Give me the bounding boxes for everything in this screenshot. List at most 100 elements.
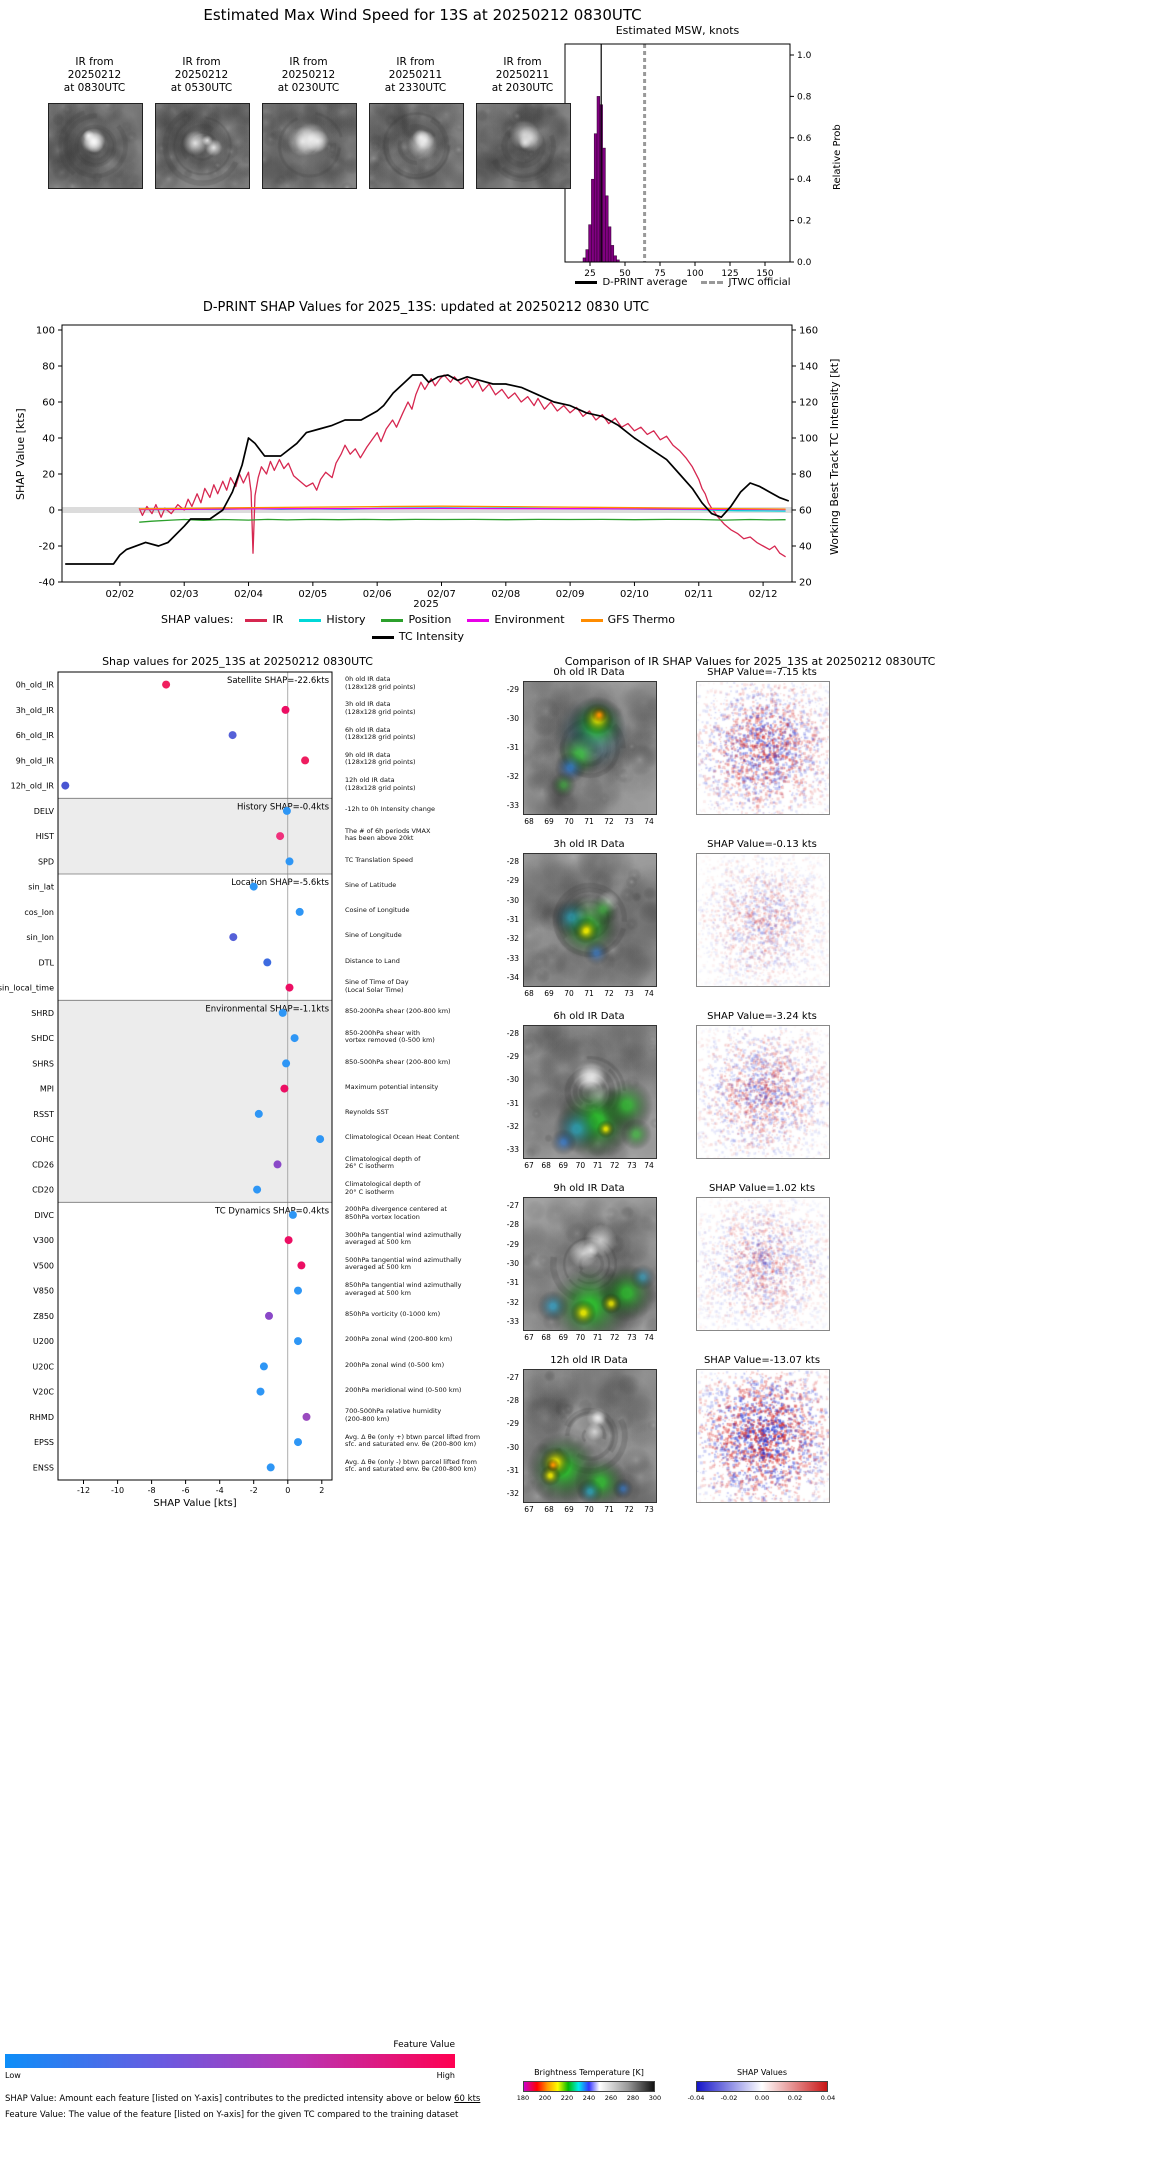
- feature-name-label: CD26: [32, 1160, 54, 1169]
- feature-shap-dot: [229, 933, 238, 942]
- ir-map-image: [523, 1369, 657, 1503]
- feature-name-label: SPD: [38, 857, 54, 866]
- feature-name-label: Z850: [33, 1312, 54, 1321]
- feature-name-label: SHDC: [31, 1034, 54, 1043]
- timeseries-legend: SHAP values: IR History Position Environment…: [60, 613, 792, 643]
- histogram-bar: [599, 104, 603, 263]
- histogram-ytick-label: 1.0: [797, 51, 812, 61]
- feature-description: 12h old IR data (128x128 grid points): [345, 776, 416, 792]
- lat-tick-label: -33: [506, 1317, 519, 1326]
- timeseries-ytick-right-label: 160: [799, 326, 818, 337]
- shap-map-image: [696, 853, 830, 987]
- lat-tick-label: -32: [506, 934, 519, 944]
- msw-title: Estimated Max Wind Speed for 13S at 2025…: [203, 6, 642, 24]
- lat-tick-label: -31: [506, 1465, 519, 1475]
- feature-description: 0h old IR data (128x128 grid points): [345, 675, 416, 691]
- feature-name-label: cos_lon: [24, 908, 54, 917]
- histogram-ytick-label: 0.4: [797, 175, 812, 185]
- feature-shap-dot: [294, 1337, 302, 1346]
- histogram-ytick-label: 0.6: [797, 134, 812, 144]
- lat-tick-label: -28: [506, 1029, 519, 1038]
- feature-description: -12h to 0h Intensity change: [345, 805, 435, 814]
- lat-tick-label: -30: [506, 714, 519, 723]
- feature-shap-dot: [259, 1362, 268, 1371]
- feature-shap-dot: [316, 1135, 325, 1144]
- ir-thumbnail-label: IR from 20250212 at 0530UTC: [170, 56, 233, 94]
- shap-frame: [57, 671, 333, 1481]
- histogram-bar: [605, 195, 609, 263]
- timeseries-xlabel: 2025: [413, 599, 439, 610]
- timeseries-ytick-left-label: -40: [39, 578, 55, 589]
- histogram-ytick-label: 0.0: [797, 258, 812, 268]
- lon-tick-label: 73: [627, 1161, 637, 1170]
- feature-description: 200hPa meridional wind (0-500 km): [345, 1385, 462, 1394]
- lon-tick-label: 72: [624, 1505, 634, 1514]
- histogram-ylabel: Relative Prob: [832, 124, 843, 190]
- lon-tick-label: 69: [564, 1505, 574, 1514]
- histogram-ytick-label: 0.8: [797, 92, 812, 102]
- bt-colorbar-label: Brightness Temperature [K]: [534, 2068, 644, 2077]
- shap-xtick-label: 2: [319, 1486, 324, 1495]
- ir-map-image: [523, 853, 657, 987]
- feature-group-shading: [58, 798, 332, 875]
- lat-tick-label: -28: [506, 857, 519, 866]
- feature-value-colorbar: [5, 2054, 455, 2068]
- shap-panel-title: Shap values for 2025_13S at 20250212 083…: [102, 655, 373, 668]
- feature-name-label: DTL: [38, 958, 54, 967]
- feature-description: 850-200hPa shear with vortex removed (0-5…: [345, 1028, 435, 1045]
- histogram-legend-item: D-PRINT average: [575, 277, 687, 288]
- feature-name-label: CD20: [32, 1186, 54, 1195]
- lon-tick-label: 67: [524, 1161, 534, 1170]
- feature-shap-dot: [282, 1059, 291, 1068]
- histogram-bar: [613, 255, 617, 263]
- series-ir: [138, 374, 786, 558]
- shap-cb-tick-label: 0.00: [754, 2094, 770, 2102]
- bt-colorbar: [523, 2081, 655, 2092]
- feature-description: 850hPa vorticity (0-1000 km): [345, 1310, 441, 1319]
- feature-name-label: 3h_old_IR: [16, 706, 55, 715]
- feature-shap-dot: [263, 958, 272, 967]
- lon-tick-label: 73: [624, 989, 634, 998]
- feature-shap-dot: [280, 1084, 289, 1093]
- lat-tick-label: -32: [506, 1489, 519, 1498]
- shap-cb-tick-label: -0.02: [720, 2094, 738, 2102]
- feature-shap-dot: [281, 705, 290, 714]
- legend-line-swatch: [467, 618, 490, 622]
- histogram-bar: [585, 249, 589, 263]
- shap-xtick-label: -2: [250, 1486, 258, 1495]
- shap-cb-tick-label: 0.04: [820, 2094, 836, 2102]
- lon-tick-label: 69: [558, 1333, 569, 1342]
- footnote-shap-value-underlined: 60 kts: [454, 2094, 481, 2104]
- histogram-legend-item: JTWC official: [701, 277, 791, 288]
- feature-description: 3h old IR data (128x128 grid points): [345, 700, 416, 716]
- feature-shap-dot: [249, 882, 258, 891]
- feature-group-header: Location SHAP=-5.6kts: [231, 878, 329, 888]
- lat-tick-label: -30: [506, 895, 519, 905]
- feature-shap-dot: [265, 1311, 273, 1320]
- series-environment: [139, 507, 786, 511]
- feature-shap-dot: [302, 1412, 311, 1421]
- feature-name-label: 6h_old_IR: [16, 731, 55, 740]
- lon-tick-label: 70: [575, 1333, 586, 1342]
- footnote-shap-value: SHAP Value: Amount each feature [listed …: [5, 2094, 480, 2104]
- legend-line-swatch: [245, 618, 268, 622]
- feature-description: 6h old IR data (128x128 grid points): [345, 725, 416, 742]
- ir-map-title: 3h old IR Data: [553, 839, 625, 850]
- legend-line-swatch: [371, 635, 394, 639]
- shap-map-title: SHAP Value=-3.24 kts: [707, 1011, 817, 1022]
- lat-tick-label: -33: [506, 953, 519, 963]
- lon-tick-label: 72: [609, 1333, 620, 1342]
- shap-map-image: [696, 1025, 830, 1159]
- timeseries-ytick-right-label: 120: [799, 398, 818, 409]
- ir-thumbnail-image: [48, 103, 143, 189]
- lon-tick-label: 70: [584, 1505, 594, 1514]
- shap-map-image: [696, 681, 830, 815]
- feature-group-shading: [58, 1000, 332, 1203]
- timeseries-legend-item: TC Intensity: [371, 630, 464, 643]
- shap-xtick-label: 0: [285, 1486, 290, 1495]
- feature-name-label: V500: [33, 1261, 54, 1270]
- histogram-bar: [593, 133, 598, 263]
- feature-shap-dot: [285, 857, 294, 866]
- feature-shap-dot: [297, 1261, 306, 1270]
